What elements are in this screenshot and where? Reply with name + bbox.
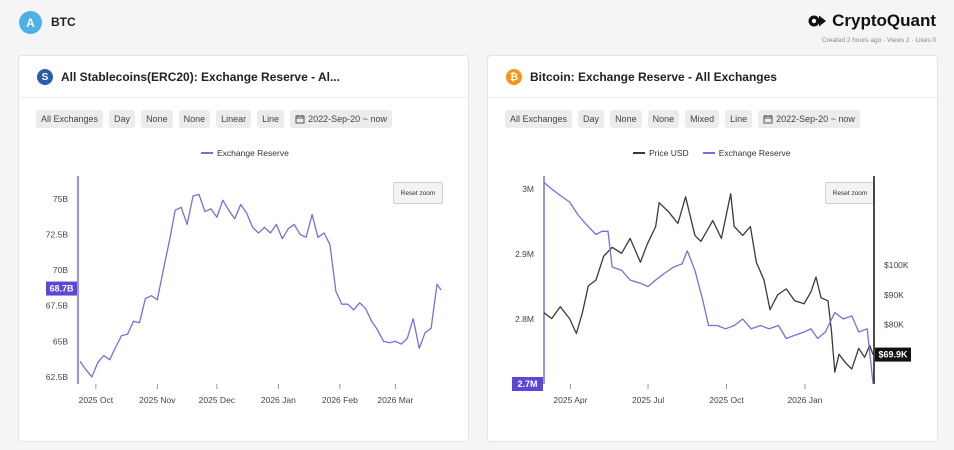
y-tick-label: 70B bbox=[53, 265, 68, 275]
chart-options: All Exchanges Day None None Linear Line … bbox=[36, 110, 392, 128]
x-tick-label: 2025 Jul bbox=[632, 395, 664, 405]
calendar-icon bbox=[295, 115, 305, 124]
overlay-selector[interactable]: None bbox=[178, 110, 211, 128]
chart-options: All Exchanges Day None None Mixed Line 2… bbox=[505, 110, 860, 128]
y-tick-label: 3M bbox=[522, 184, 534, 194]
current-price-label: $69.9K bbox=[878, 350, 908, 360]
y-tick-label: 65B bbox=[53, 336, 68, 346]
current-value-label: 68.7B bbox=[49, 284, 74, 294]
date-range-selector[interactable]: 2022-Sep-20 ~ now bbox=[758, 110, 860, 128]
legend-label: Price USD bbox=[649, 148, 689, 158]
window-selector[interactable]: Day bbox=[109, 110, 136, 128]
exchange-selector[interactable]: All Exchanges bbox=[505, 110, 573, 128]
y2-tick-label: $90K bbox=[884, 290, 904, 300]
legend-label: Exchange Reserve bbox=[217, 148, 289, 158]
avatar[interactable]: A bbox=[19, 11, 42, 34]
card-title[interactable]: All Stablecoins(ERC20): Exchange Reserve… bbox=[61, 70, 340, 84]
y-tick-label: 67.5B bbox=[46, 301, 69, 311]
chart-type-selector[interactable]: Line bbox=[257, 110, 285, 128]
calendar-icon bbox=[763, 115, 773, 124]
chart-card-stablecoins: S All Stablecoins(ERC20): Exchange Reser… bbox=[18, 55, 469, 442]
date-range-label: 2022-Sep-20 ~ now bbox=[308, 114, 387, 124]
series-line-exchange-reserve bbox=[543, 182, 874, 385]
moving-average-selector[interactable]: None bbox=[141, 110, 173, 128]
chart-legend: Price USD Exchange Reserve bbox=[633, 148, 791, 158]
scale-selector[interactable]: Linear bbox=[216, 110, 252, 128]
series-line-exchange-reserve bbox=[79, 193, 442, 378]
x-tick-label: 2025 Oct bbox=[79, 395, 114, 405]
window-selector[interactable]: Day bbox=[578, 110, 605, 128]
card-title[interactable]: Bitcoin: Exchange Reserve - All Exchange… bbox=[530, 70, 777, 84]
series-line-price-usd bbox=[543, 193, 874, 373]
brand-logo[interactable]: CryptoQuant bbox=[808, 11, 936, 31]
date-range-label: 2022-Sep-20 ~ now bbox=[776, 114, 855, 124]
chart-type-selector[interactable]: Line bbox=[725, 110, 753, 128]
y2-tick-label: $80K bbox=[884, 320, 904, 330]
brand-name: CryptoQuant bbox=[832, 11, 936, 30]
date-range-selector[interactable]: 2022-Sep-20 ~ now bbox=[290, 110, 392, 128]
legend-swatch bbox=[633, 152, 645, 154]
chart-legend: Exchange Reserve bbox=[201, 148, 289, 158]
chart-exchange-reserve-bitcoin[interactable]: 3M 2.9M 2.8M $100K $90K $80K 2025 Apr 2025 Jul 2… bbox=[488, 56, 937, 441]
current-value-badge bbox=[512, 377, 543, 391]
x-tick-label: 2025 Apr bbox=[553, 395, 587, 405]
x-tick-label: 2025 Oct bbox=[709, 395, 744, 405]
legend-swatch bbox=[201, 152, 213, 154]
page-title: BTC bbox=[51, 15, 76, 29]
card-header: ₿ Bitcoin: Exchange Reserve - All Exchan… bbox=[488, 56, 937, 98]
chart-card-bitcoin: ₿ Bitcoin: Exchange Reserve - All Exchan… bbox=[487, 55, 938, 442]
cryptoquant-logo-icon bbox=[808, 15, 827, 27]
y-tick-label: 62.5B bbox=[46, 372, 69, 382]
x-tick-label: 2025 Dec bbox=[199, 395, 236, 405]
y-tick-label: 2.9M bbox=[515, 249, 534, 259]
current-price-badge bbox=[875, 347, 911, 362]
top-bar: A BTC CryptoQuant Created 2 hours ago · … bbox=[0, 0, 954, 52]
y-tick-label: 72.5B bbox=[46, 229, 69, 239]
bitcoin-icon: ₿ bbox=[506, 69, 522, 85]
scale-selector[interactable]: Mixed bbox=[685, 110, 720, 128]
current-value-label: 2.7M bbox=[517, 379, 537, 389]
dashboard-meta: Created 2 hours ago · Views 2 · Likes 0 bbox=[821, 37, 936, 44]
exchange-selector[interactable]: All Exchanges bbox=[36, 110, 104, 128]
card-header: S All Stablecoins(ERC20): Exchange Reser… bbox=[19, 56, 468, 98]
x-tick-label: 2026 Feb bbox=[322, 395, 358, 405]
legend-item-exchange-reserve[interactable]: Exchange Reserve bbox=[201, 148, 289, 158]
x-tick-label: 2025 Nov bbox=[139, 395, 176, 405]
legend-swatch bbox=[702, 152, 715, 154]
x-tick-label: 2026 Mar bbox=[377, 395, 413, 405]
x-tick-label: 2026 Jan bbox=[261, 395, 296, 405]
stablecoin-icon: S bbox=[37, 69, 53, 85]
y-tick-label: 75B bbox=[53, 194, 68, 204]
reset-zoom-button[interactable]: Reset zoom bbox=[825, 182, 875, 204]
legend-item-exchange-reserve[interactable]: Exchange Reserve bbox=[702, 148, 791, 158]
y2-tick-label: $100K bbox=[884, 260, 909, 270]
current-value-badge bbox=[46, 281, 77, 296]
legend-label: Exchange Reserve bbox=[718, 148, 791, 158]
y-tick-label: 2.8M bbox=[515, 314, 534, 324]
chart-exchange-reserve-stablecoins[interactable]: 75B 72.5B 70B 67.5B 65B 62.5B 2025 Oct 2025 Nov… bbox=[19, 56, 468, 441]
overlay-selector[interactable]: None bbox=[647, 110, 680, 128]
moving-average-selector[interactable]: None bbox=[610, 110, 642, 128]
reset-zoom-button[interactable]: Reset zoom bbox=[393, 182, 443, 204]
x-tick-label: 2026 Jan bbox=[787, 395, 822, 405]
legend-item-price-usd[interactable]: Price USD bbox=[633, 148, 689, 158]
